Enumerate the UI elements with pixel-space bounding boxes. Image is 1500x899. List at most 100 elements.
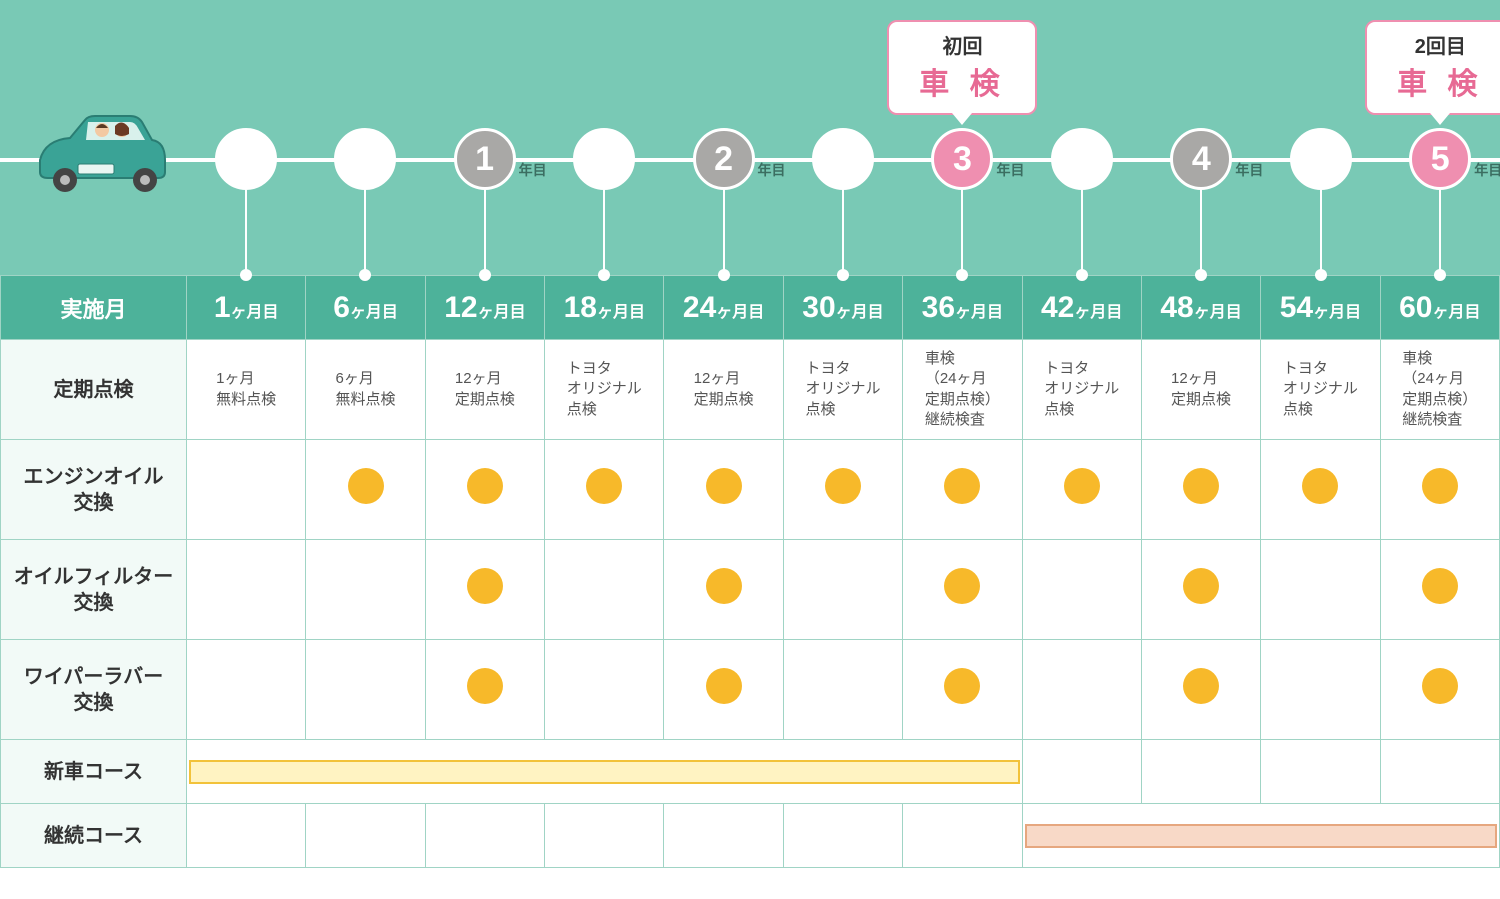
new-car-course-bar [189, 760, 1020, 784]
callout-line2: 車 検 [1367, 59, 1500, 103]
course-bar-cell [1022, 804, 1499, 868]
timeline-node [1290, 128, 1352, 190]
timeline-node: 1 [454, 128, 516, 190]
row-label: 新車コース [1, 740, 187, 804]
header-month: 48ヶ月目 [1141, 276, 1260, 340]
row-label: エンジンオイル交換 [1, 440, 187, 540]
drop-line [1081, 190, 1083, 275]
empty-cell [187, 804, 306, 868]
year-label: 年目 [758, 160, 786, 180]
header-month: 6ヶ月目 [306, 276, 425, 340]
dot-cell [1380, 540, 1499, 640]
empty-cell [1022, 740, 1141, 804]
dot-cell [187, 440, 306, 540]
service-dot-icon [706, 568, 742, 604]
maintenance-table: 実施月 1ヶ月目6ヶ月目12ヶ月目18ヶ月目24ヶ月目30ヶ月目36ヶ月目42ヶ… [0, 275, 1500, 868]
drop-line [842, 190, 844, 275]
year-label: 年目 [996, 160, 1024, 180]
service-dot-icon [1422, 568, 1458, 604]
service-dot-icon [944, 468, 980, 504]
text-cell: トヨタオリジナル点検 [545, 340, 664, 440]
dot-cell [783, 540, 902, 640]
dot-cell [1261, 640, 1380, 740]
empty-cell [664, 804, 783, 868]
drop-line [723, 190, 725, 275]
dot-cell [1261, 540, 1380, 640]
dot-cell [425, 640, 544, 740]
header-month: 54ヶ月目 [1261, 276, 1380, 340]
service-dot-icon [1422, 668, 1458, 704]
dot-cell [664, 540, 783, 640]
empty-cell [903, 804, 1022, 868]
drop-line [1439, 190, 1441, 275]
service-dot-icon [467, 668, 503, 704]
dot-cell [1261, 440, 1380, 540]
text-cell: 1ヶ月無料点検 [187, 340, 306, 440]
header-month: 1ヶ月目 [187, 276, 306, 340]
dot-cell [1380, 640, 1499, 740]
empty-cell [425, 804, 544, 868]
dot-cell [545, 540, 664, 640]
service-dot-icon [944, 668, 980, 704]
dot-cell [306, 540, 425, 640]
year-label: 年目 [1235, 160, 1263, 180]
service-dot-icon [706, 668, 742, 704]
timeline-node: 4 [1170, 128, 1232, 190]
dot-cell [903, 440, 1022, 540]
dot-cell [545, 440, 664, 540]
service-dot-icon [467, 468, 503, 504]
dot-cell [1141, 540, 1260, 640]
dot-cell [783, 440, 902, 540]
text-cell: トヨタオリジナル点検 [1261, 340, 1380, 440]
service-dot-icon [1302, 468, 1338, 504]
callout-line1: 2回目 [1367, 30, 1500, 59]
header-month: 24ヶ月目 [664, 276, 783, 340]
drop-line [1200, 190, 1202, 275]
timeline-area: 初回車 検2回目車 検 1年目2年目3年目4年目5年目 [0, 0, 1500, 275]
drop-line [484, 190, 486, 275]
service-dot-icon [586, 468, 622, 504]
inspection-callout: 2回目車 検 [1365, 20, 1500, 115]
service-dot-icon [1422, 468, 1458, 504]
timeline-node [215, 128, 277, 190]
text-cell: 12ヶ月定期点検 [1141, 340, 1260, 440]
drop-line [603, 190, 605, 275]
header-month: 36ヶ月目 [903, 276, 1022, 340]
service-dot-icon [1064, 468, 1100, 504]
text-cell: トヨタオリジナル点検 [783, 340, 902, 440]
dot-cell [1022, 640, 1141, 740]
course-bar-cell [187, 740, 1023, 804]
callout-line2: 車 検 [889, 59, 1035, 103]
timeline-node: 3 [931, 128, 993, 190]
car-icon [30, 100, 170, 205]
dot-cell [306, 440, 425, 540]
dot-cell [1141, 440, 1260, 540]
text-cell: 12ヶ月定期点検 [664, 340, 783, 440]
timeline-node [1051, 128, 1113, 190]
row-label: ワイパーラバー交換 [1, 640, 187, 740]
dot-cell [187, 540, 306, 640]
dot-cell [903, 540, 1022, 640]
service-dot-icon [706, 468, 742, 504]
header-month: 60ヶ月目 [1380, 276, 1499, 340]
service-dot-icon [1183, 568, 1219, 604]
text-cell: 12ヶ月定期点検 [425, 340, 544, 440]
header-first: 実施月 [1, 276, 187, 340]
drop-line [364, 190, 366, 275]
dot-cell [664, 640, 783, 740]
drop-line [1320, 190, 1322, 275]
header-month: 12ヶ月目 [425, 276, 544, 340]
drop-line [961, 190, 963, 275]
text-cell: 6ヶ月無料点検 [306, 340, 425, 440]
row-label: オイルフィルター交換 [1, 540, 187, 640]
dot-cell [1022, 540, 1141, 640]
empty-cell [1261, 740, 1380, 804]
dot-cell [545, 640, 664, 740]
timeline-node: 2 [693, 128, 755, 190]
dot-cell [425, 440, 544, 540]
dot-cell [306, 640, 425, 740]
timeline-node [812, 128, 874, 190]
year-label: 年目 [1474, 160, 1500, 180]
text-cell: トヨタオリジナル点検 [1022, 340, 1141, 440]
dot-cell [664, 440, 783, 540]
